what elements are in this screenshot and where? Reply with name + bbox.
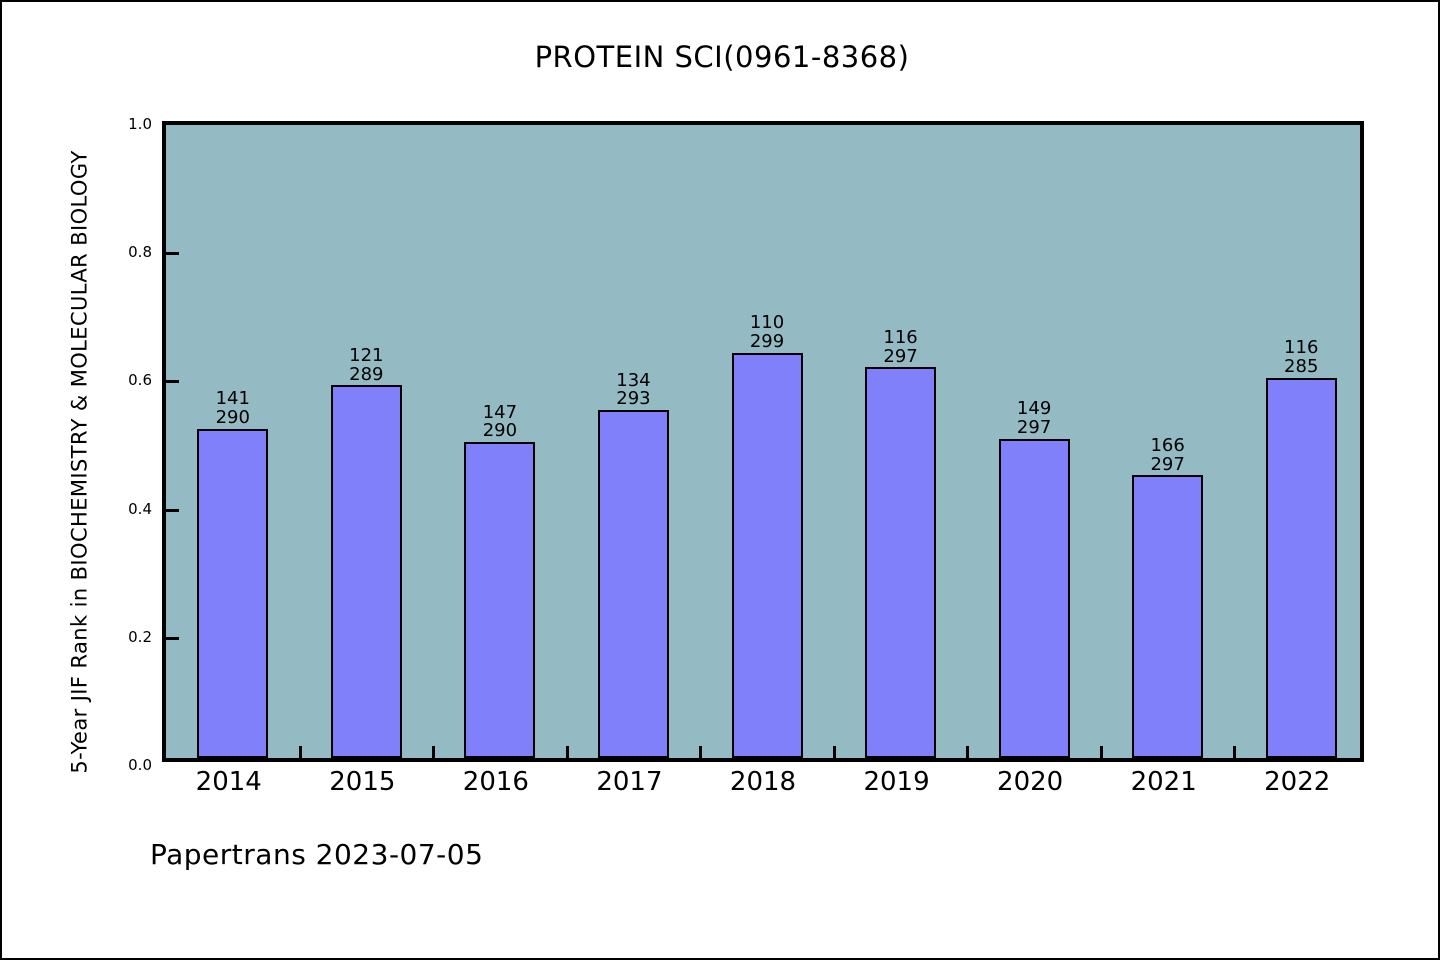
bar-rank-value: 149 [1016, 398, 1052, 420]
bar-total-value: 297 [1016, 416, 1052, 438]
x-tick-mark [1233, 746, 1237, 758]
x-axis-label: 2020 [997, 767, 1064, 797]
bar-rank-value: 121 [349, 344, 384, 366]
x-axis-label: 2018 [729, 767, 797, 797]
bar[interactable]: 141 290 [197, 389, 269, 758]
bar-value-label: 147 290 [482, 401, 518, 442]
y-tick-label: 0.2 [128, 627, 152, 646]
y-tick-mark [166, 252, 179, 256]
y-tick-mark [166, 380, 179, 384]
y-axis-title: 5-Year JIF Rank in BIOCHEMISTRY & MOLECU… [60, 62, 100, 862]
bar-total-value: 285 [1284, 356, 1319, 378]
bar-value-label: 116 285 [1284, 339, 1318, 376]
x-axis-label: 2021 [1130, 767, 1197, 797]
x-axis-label: 2015 [329, 767, 396, 797]
bar-value-label: 149 297 [1016, 398, 1052, 438]
bar-value-label: 121 289 [349, 344, 384, 385]
x-axis-label: 2019 [863, 767, 930, 797]
x-tick-mark [298, 746, 302, 758]
bar-total-value: 293 [616, 388, 651, 410]
bar[interactable]: 166 297 [1132, 436, 1204, 758]
bar[interactable]: 134 293 [597, 371, 669, 758]
y-tick-label: 0.6 [128, 371, 152, 390]
x-tick-mark [966, 746, 970, 758]
x-axis-label: 2017 [596, 767, 663, 797]
bar-value-label: 134 293 [616, 369, 651, 410]
y-tick-mark [166, 508, 179, 512]
y-tick-label: 0.8 [128, 243, 152, 262]
bar[interactable]: 149 297 [998, 399, 1070, 758]
bar-rank-value: 134 [616, 369, 651, 391]
bar[interactable]: 116 285 [1265, 339, 1337, 758]
plot-inner: 0.0 0.2 0.4 0.6 0.8 1.0 141 290 121 289 147 290 134… [128, 115, 1360, 774]
x-axis-label: 2014 [195, 767, 262, 797]
bar-value-label: 141 290 [215, 388, 250, 428]
bar-rank-value: 116 [1284, 337, 1319, 359]
bar-total-value: 297 [1150, 453, 1185, 475]
bar[interactable]: 147 290 [464, 403, 536, 758]
footer-note: Papertrans 2023-07-05 [150, 838, 484, 871]
x-axis-label: 2016 [462, 767, 529, 797]
x-tick-mark [699, 746, 703, 758]
bar-rank-value: 110 [749, 312, 785, 334]
x-tick-mark [1099, 746, 1103, 758]
chart-title: PROTEIN SCI(0961-8368) [534, 40, 910, 74]
x-tick-mark [565, 746, 569, 758]
bar[interactable]: 110 299 [731, 314, 803, 758]
bar-total-value: 297 [883, 345, 918, 367]
bar-total-value: 290 [482, 420, 518, 442]
bar-total-value: 290 [215, 406, 250, 428]
bar-rank-value: 141 [215, 388, 250, 410]
bar[interactable]: 116 297 [865, 328, 937, 758]
bar[interactable]: 121 289 [330, 346, 402, 758]
bar-total-value: 289 [349, 363, 384, 385]
plot-area: 0.0 0.2 0.4 0.6 0.8 1.0 141 290 121 289 147 290 134… [128, 115, 1364, 774]
bar-rank-value: 116 [883, 326, 918, 348]
y-tick-mark [166, 636, 179, 640]
x-tick-mark [832, 746, 836, 758]
x-tick-mark [432, 746, 436, 758]
y-tick-label: 0.0 [128, 756, 152, 774]
x-axis-label: 2022 [1264, 767, 1331, 797]
bar-value-label: 116 297 [883, 326, 918, 367]
y-tick-label: 0.4 [128, 499, 152, 518]
y-tick-label: 1.0 [128, 115, 152, 133]
bar-value-label: 166 297 [1150, 434, 1185, 475]
bar-rank-value: 147 [482, 401, 518, 423]
bar-total-value: 299 [749, 331, 785, 353]
bar-rank-value: 166 [1150, 434, 1185, 456]
bar-value-label: 110 299 [750, 314, 784, 351]
